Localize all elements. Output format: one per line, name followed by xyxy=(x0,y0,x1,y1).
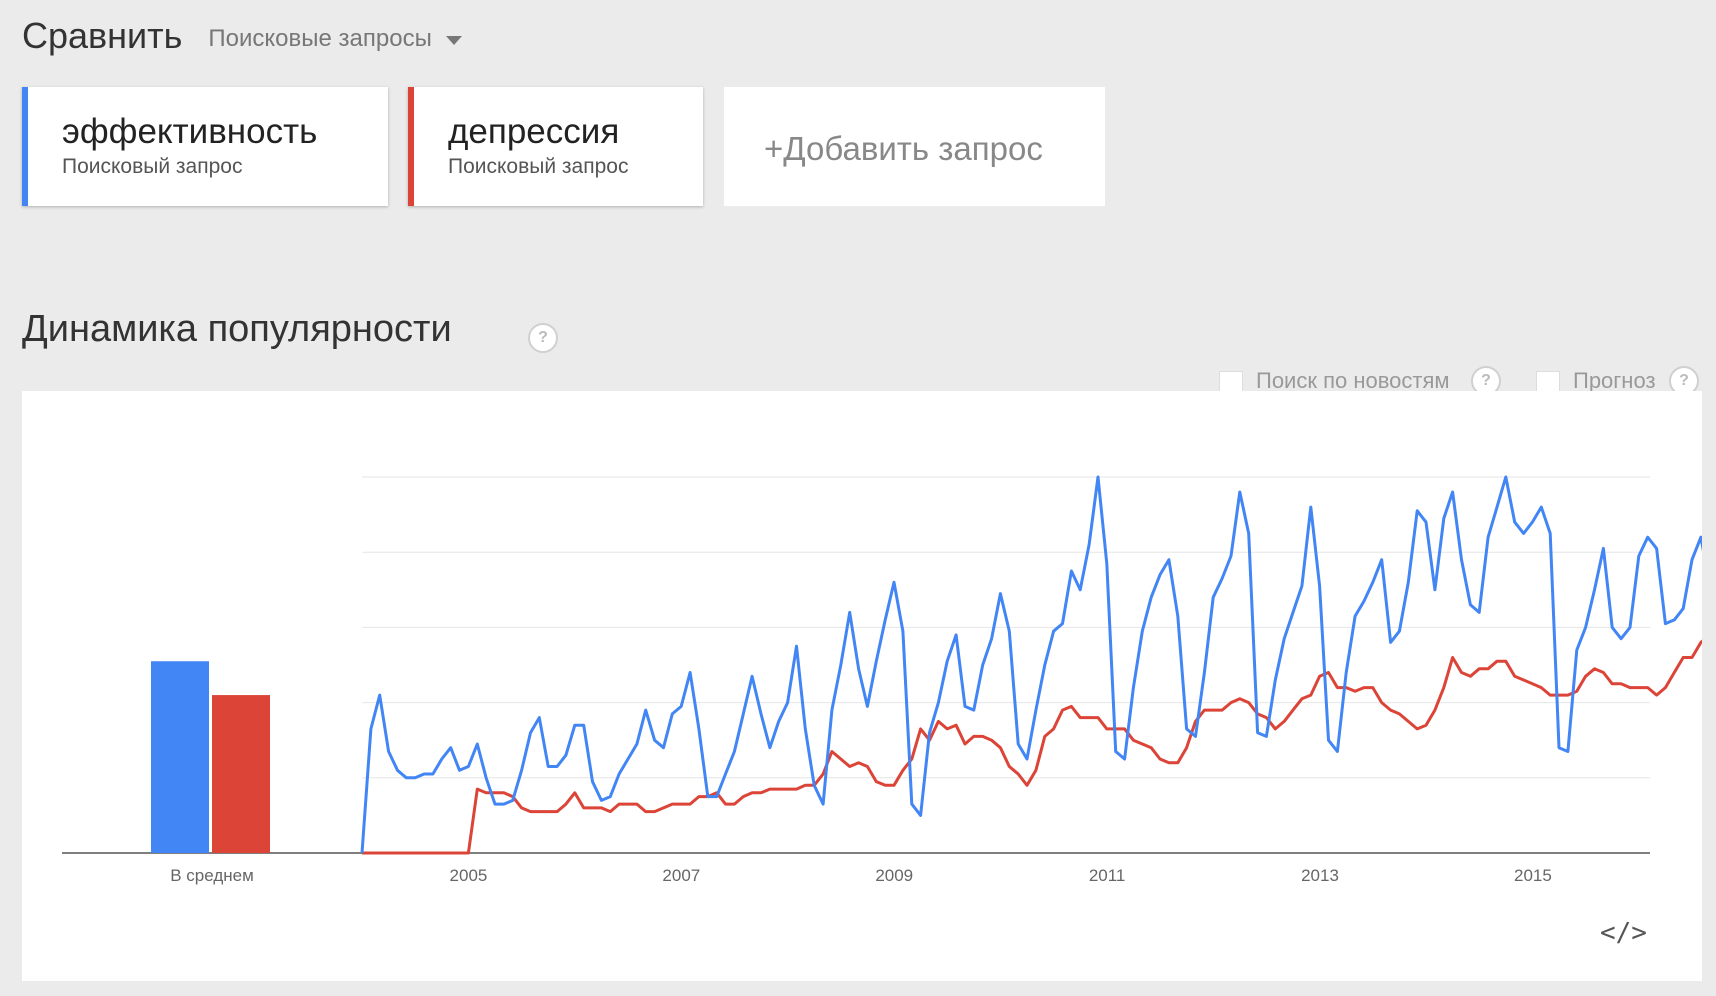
x-tick-2005: 2005 xyxy=(450,866,488,885)
header: Сравнить Поисковые запросы xyxy=(22,6,462,66)
embed-code-icon[interactable]: </> xyxy=(1600,918,1647,948)
caret-down-icon xyxy=(445,36,462,45)
average-bar-1 xyxy=(151,661,209,853)
x-tick-2009: 2009 xyxy=(875,866,913,885)
term-card-2[interactable]: депрессия Поисковый запрос xyxy=(408,87,703,206)
term-card-1[interactable]: эффективность Поисковый запрос xyxy=(22,87,388,206)
term-color-bar-1 xyxy=(22,87,28,206)
page-title: Сравнить xyxy=(22,15,183,56)
x-tick-2007: 2007 xyxy=(662,866,700,885)
add-term-button[interactable]: +Добавить запрос xyxy=(724,87,1105,206)
x-axis-ticks: 2005 2007 2009 2011 2013 2015 xyxy=(450,866,1552,885)
x-tick-2015: 2015 xyxy=(1514,866,1552,885)
section-title: Динамика популярности xyxy=(22,308,452,350)
term-type-2: Поисковый запрос xyxy=(448,155,629,178)
term-type-1: Поисковый запрос xyxy=(62,155,243,178)
series-line-1 xyxy=(360,475,1716,854)
term-color-bar-2 xyxy=(408,87,414,206)
average-bars xyxy=(151,661,270,853)
help-icon[interactable]: ? xyxy=(528,323,558,353)
term-name-1[interactable]: эффективность xyxy=(62,112,318,151)
x-tick-2013: 2013 xyxy=(1301,866,1339,885)
series-line-2 xyxy=(362,633,1716,855)
add-term-label: +Добавить запрос xyxy=(764,130,1043,167)
gridlines xyxy=(362,476,1650,779)
average-bar-2 xyxy=(212,695,270,853)
term-name-2[interactable]: депрессия xyxy=(448,112,620,151)
average-label: В среднем xyxy=(170,866,254,885)
compare-type-dropdown[interactable]: Поисковые запросы xyxy=(208,25,462,53)
x-tick-2011: 2011 xyxy=(1089,866,1126,885)
compare-type-label: Поисковые запросы xyxy=(208,25,432,52)
series-lines xyxy=(360,475,1716,855)
news-search-label: Поиск по новостям xyxy=(1256,368,1450,393)
chart-panel: В среднем 2005 2007 2009 2011 2013 2015 xyxy=(22,391,1716,981)
trend-chart: В среднем 2005 2007 2009 2011 2013 2015 xyxy=(62,475,1716,885)
forecast-label: Прогноз xyxy=(1573,368,1656,393)
